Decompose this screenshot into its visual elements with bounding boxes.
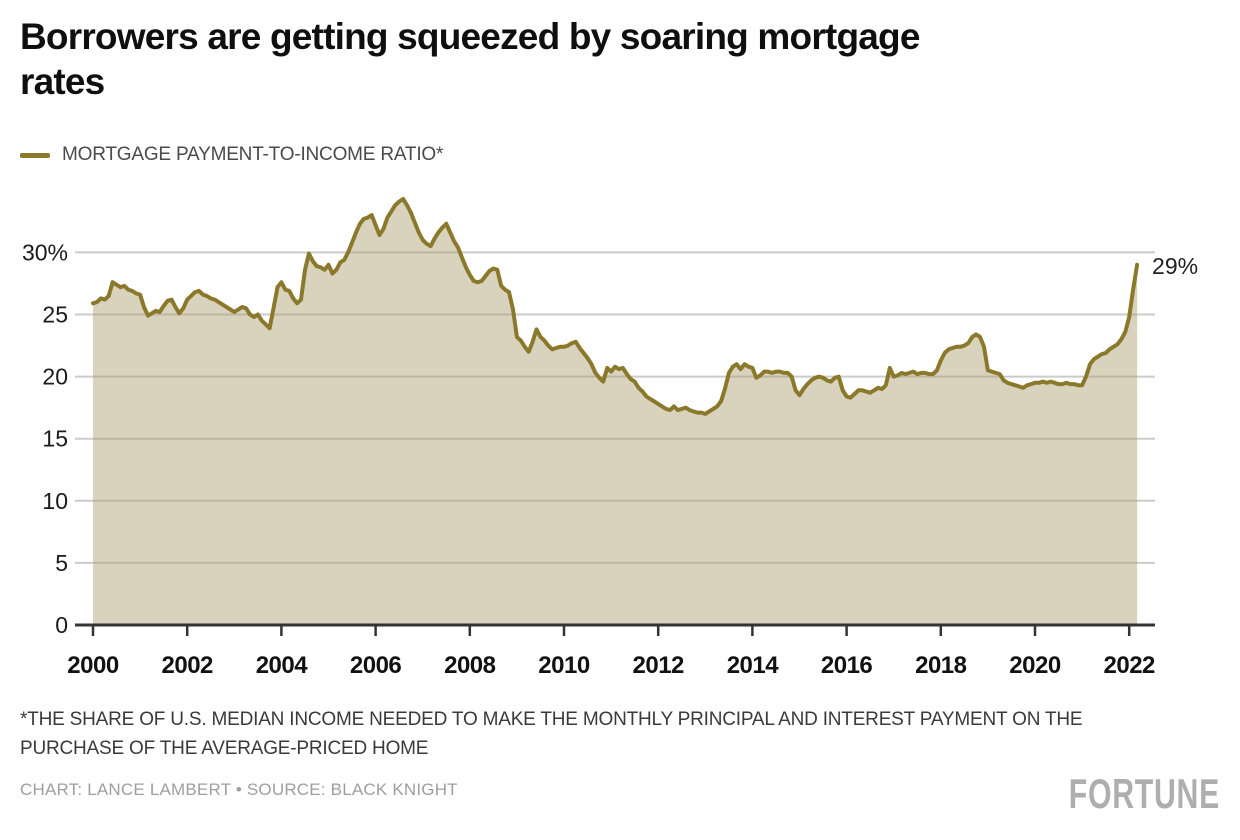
area-fill <box>93 199 1138 625</box>
ratio-line <box>91 197 1140 416</box>
end-value-label: 29% <box>1152 253 1198 279</box>
chart-title-line1: Borrowers are getting squeezed by soarin… <box>20 16 920 57</box>
legend: MORTGAGE PAYMENT-TO-INCOME RATIO* <box>20 144 443 166</box>
footnote-line1: *THE SHARE OF U.S. MEDIAN INCOME NEEDED … <box>20 709 1083 730</box>
chart-title-line2: rates <box>20 61 105 103</box>
x-tick-label: 2008 <box>444 652 496 679</box>
fortune-logo: FORTUNE <box>1068 770 1220 817</box>
y-tick-label: 10 <box>42 488 68 514</box>
chart-title: Borrowers are getting squeezed by soarin… <box>20 14 1200 104</box>
x-tick-label: 2022 <box>1104 652 1156 679</box>
footnote: *THE SHARE OF U.S. MEDIAN INCOME NEEDED … <box>20 706 1210 763</box>
area-chart: 0 5 10 15 20 25 30% 2000 2002 2004 2006 2008 2010 201… <box>22 197 1198 679</box>
y-tick-label: 20 <box>42 364 68 390</box>
legend-label: MORTGAGE PAYMENT-TO-INCOME RATIO* <box>62 144 444 165</box>
y-tick-label: 0 <box>55 612 68 638</box>
x-tick-label: 2010 <box>538 652 590 679</box>
y-tick-label: 5 <box>55 550 68 576</box>
legend-line-swatch <box>20 152 50 158</box>
x-tick-label: 2002 <box>162 652 214 679</box>
x-tick-label: 2012 <box>633 652 685 679</box>
x-tick-label: 2000 <box>67 652 119 679</box>
credit-line: CHART: LANCE LAMBERT • SOURCE: BLACK KNI… <box>20 780 458 799</box>
x-tick-label: 2006 <box>350 652 402 679</box>
y-tick-label: 15 <box>42 426 68 452</box>
x-tick-label: 2018 <box>915 652 967 679</box>
x-tick-label: 2016 <box>821 652 873 679</box>
y-tick-label: 30% <box>22 239 68 265</box>
x-tick-label: 2020 <box>1009 652 1061 679</box>
footnote-line2: PURCHASE OF THE AVERAGE-PRICED HOME <box>20 737 429 759</box>
y-tick-label: 25 <box>42 302 68 328</box>
x-tick-label: 2014 <box>727 652 780 679</box>
x-tick-label: 2004 <box>256 652 309 679</box>
